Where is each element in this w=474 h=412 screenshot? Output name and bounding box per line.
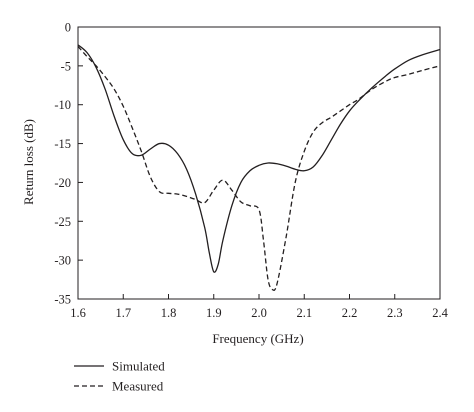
y-tick-label: -30 bbox=[54, 254, 71, 268]
x-tick-label: 2.0 bbox=[251, 306, 267, 320]
x-tick-label: 2.1 bbox=[296, 306, 312, 320]
y-tick-label: -35 bbox=[54, 293, 71, 307]
legend: Simulated Measured bbox=[74, 359, 165, 394]
y-tick-label: 0 bbox=[65, 21, 71, 35]
x-tick-label: 2.2 bbox=[342, 306, 358, 320]
x-axis-title: Frequency (GHz) bbox=[212, 331, 303, 346]
y-tick-label: -20 bbox=[54, 176, 71, 190]
x-tick-label: 1.9 bbox=[206, 306, 222, 320]
axes: 1.6 1.7 1.8 1.9 2.0 2.1 2.2 2.3 2.4 0 -5 -10 -15 -20 -… bbox=[54, 21, 448, 321]
x-tick-label: 1.6 bbox=[70, 306, 86, 320]
series-line-simulated bbox=[77, 44, 441, 273]
series-line-measured bbox=[77, 45, 441, 291]
legend-label-simulated: Simulated bbox=[112, 359, 165, 374]
y-tick-label: -10 bbox=[54, 98, 71, 112]
y-tick-label: -25 bbox=[54, 215, 71, 229]
x-tick-label: 2.4 bbox=[432, 306, 448, 320]
y-axis-title: Return loss (dB) bbox=[21, 119, 36, 205]
x-tick-label: 2.3 bbox=[387, 306, 403, 320]
x-tick-label: 1.8 bbox=[161, 306, 177, 320]
plot-frame bbox=[77, 26, 441, 300]
series-layer bbox=[77, 44, 441, 291]
y-tick-label: -15 bbox=[54, 137, 71, 151]
y-tick-label: -5 bbox=[61, 59, 71, 73]
x-tick-label: 1.7 bbox=[115, 306, 131, 320]
legend-label-measured: Measured bbox=[112, 379, 164, 394]
